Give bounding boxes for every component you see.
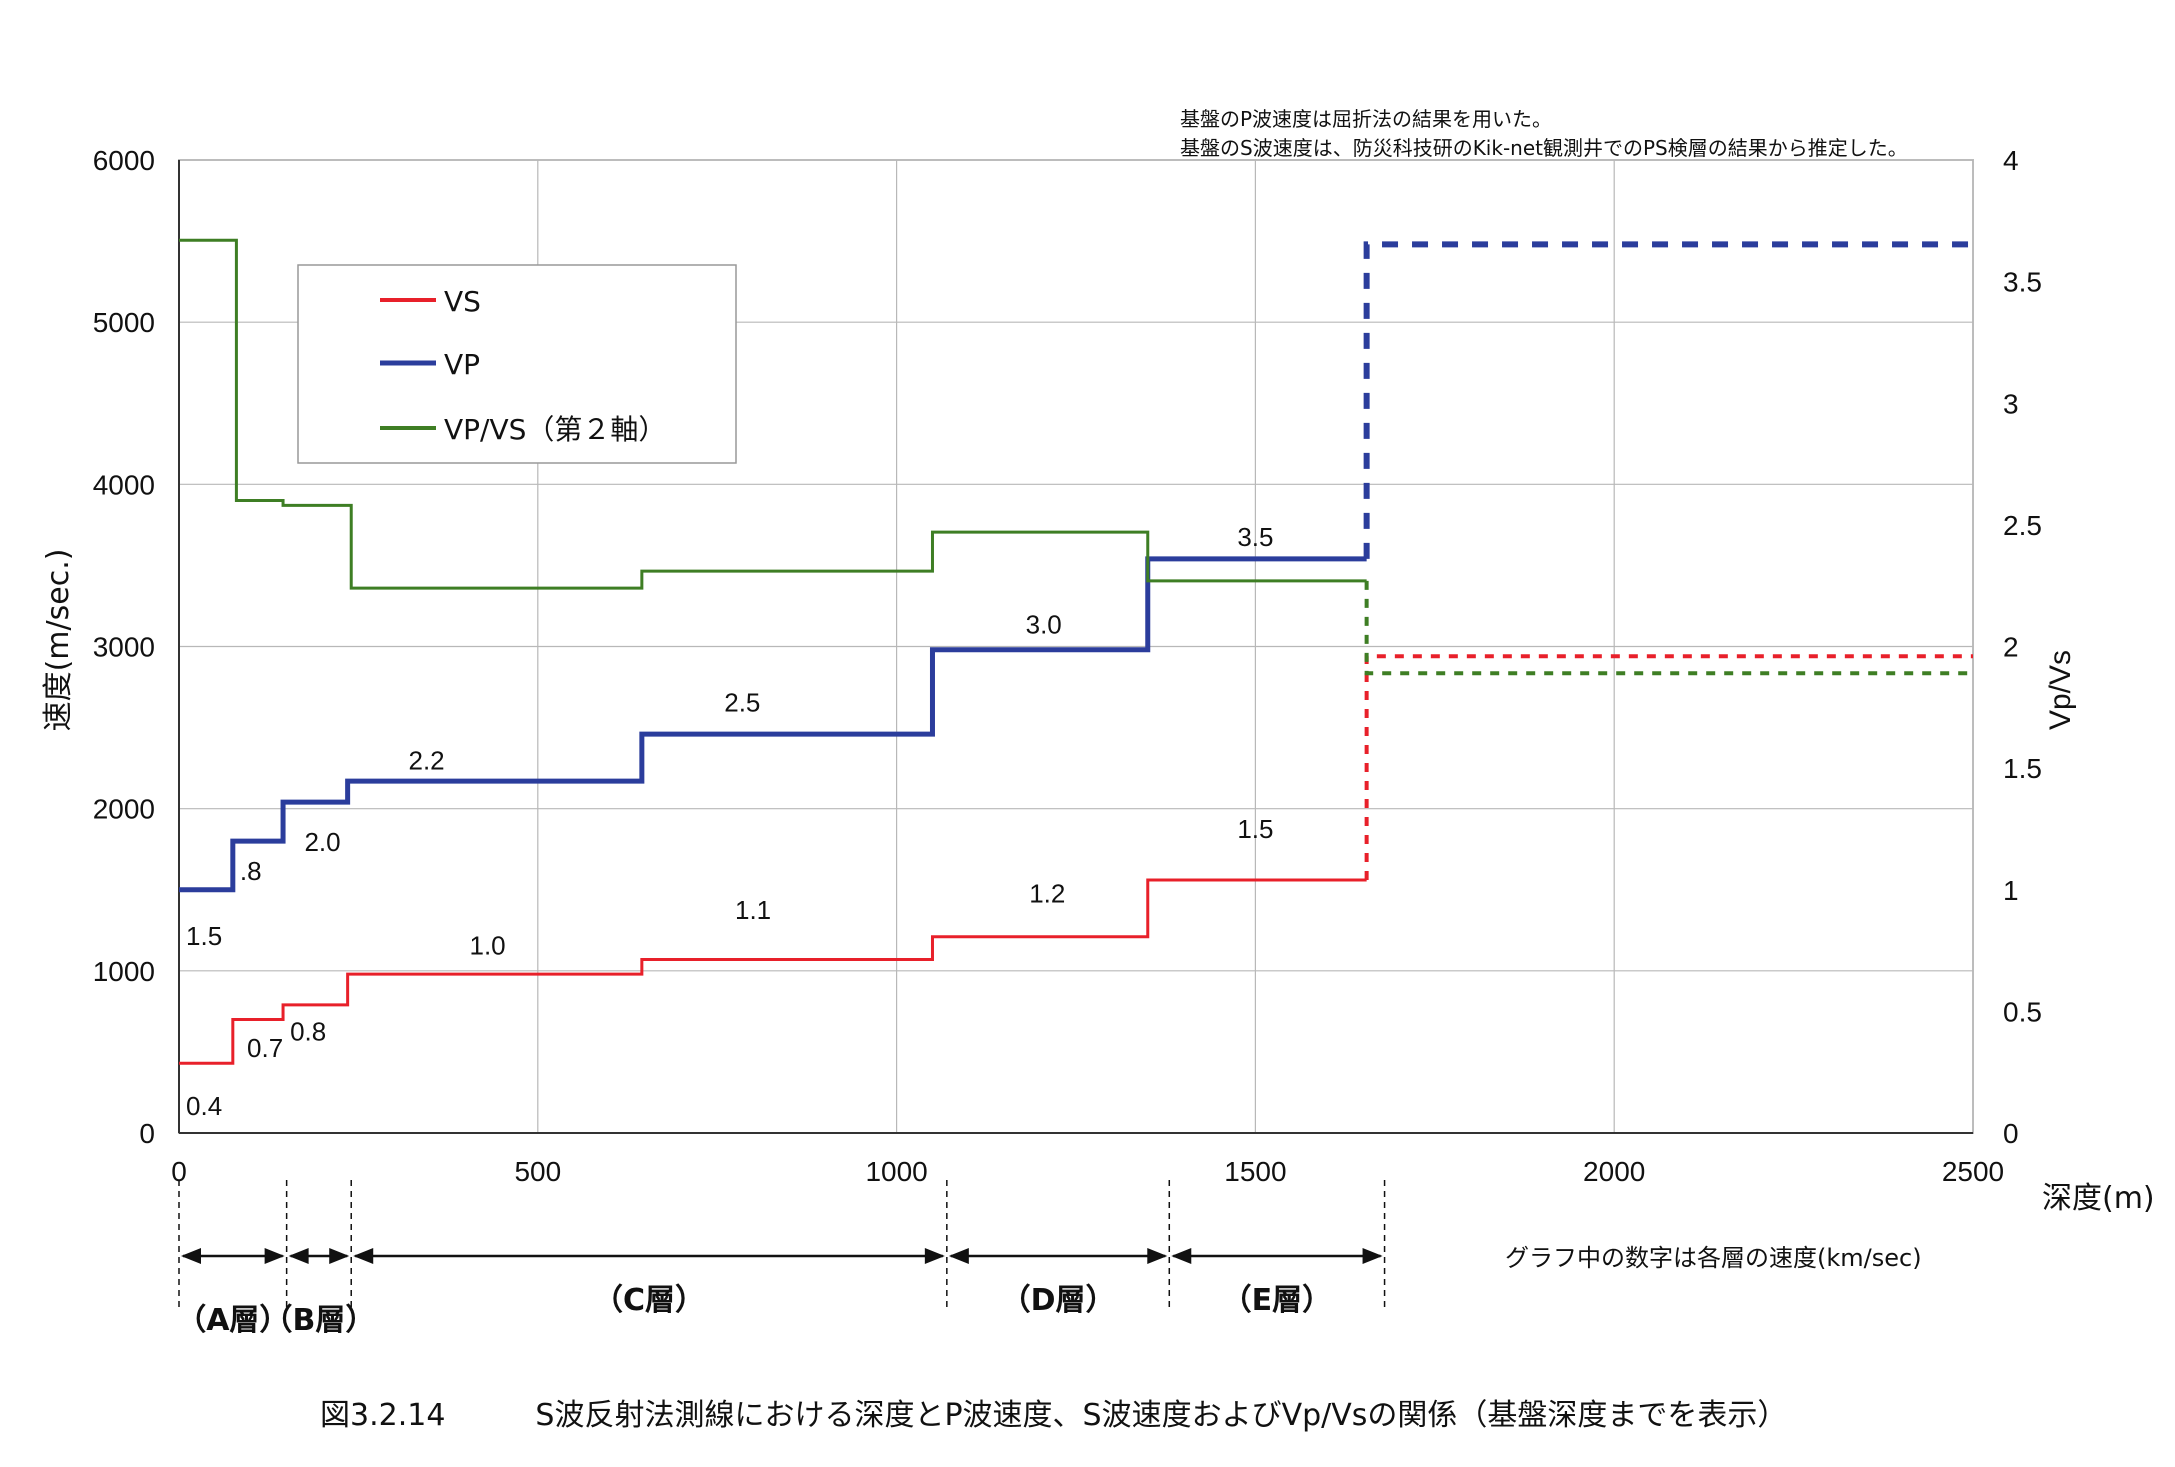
y-tick-label: 6000 <box>93 145 155 176</box>
layer-label: （C層） <box>593 1283 705 1318</box>
data-label-vs: 0.4 <box>186 1091 222 1121</box>
y2-tick-label: 3 <box>2003 388 2019 419</box>
layer-arrowhead-left <box>288 1248 309 1264</box>
legend: VS VP VP/VS（第２軸） <box>297 264 737 464</box>
x-tick-label: 1500 <box>1224 1156 1286 1187</box>
data-label-vs: 0.8 <box>290 1017 326 1047</box>
layer-label: （B層） <box>262 1303 375 1338</box>
y2-tick-label: 1.5 <box>2003 753 2042 784</box>
scale-note: グラフ中の数字は各層の速度(km/sec) <box>1505 1244 1922 1272</box>
layer-arrowhead-left <box>1171 1248 1192 1264</box>
basement-note-line2: 基盤のS波速度は、防災科技研のKik-net観測井でのPS検層の結果から推定した… <box>1180 136 1908 160</box>
layer-arrowhead-left <box>948 1248 969 1264</box>
axis-ticks: 0 500 1000 1500 2000 2500 0 1000 2000 3000 4000 500… <box>93 145 2042 1187</box>
data-label-vp: 2.2 <box>408 746 444 776</box>
layer-arrowhead-right <box>1147 1248 1168 1264</box>
x-tick-label: 2000 <box>1583 1156 1645 1187</box>
x-tick-label: 2500 <box>1942 1156 2004 1187</box>
layer-annotations: （A層）（B層） （C層） （D層） （E層） <box>176 1180 1386 1338</box>
series-line-vs <box>179 878 1367 1065</box>
series-dashed-ratio <box>1364 580 1973 676</box>
series-dashed-vs <box>1364 654 1973 881</box>
y2-axis-label: Vp/Vs <box>2044 650 2077 730</box>
series-line-vp <box>179 556 1367 893</box>
layer-label: （A層） <box>176 1303 289 1338</box>
data-label-vp: 1.5 <box>186 921 222 951</box>
y-tick-label: 5000 <box>93 307 155 338</box>
series-dashed-vp <box>1363 241 1973 559</box>
y2-tick-label: 0 <box>2003 1118 2019 1149</box>
value-labels: 0.4 0.70.8 1.0 1.1 1.2 1.5 1.5 .8 2.0 2.2 2.5 3.0 3.… <box>186 522 1273 1121</box>
layer-arrowhead-right <box>264 1248 285 1264</box>
legend-label-vp: VP <box>444 348 480 381</box>
y-tick-label: 3000 <box>93 632 155 663</box>
layer-arrowhead-right <box>329 1248 350 1264</box>
data-label-vp: .8 <box>240 856 262 886</box>
data-label-vp: 2.0 <box>304 827 340 857</box>
y-axis-label: 速度(m/sec.) <box>41 549 76 732</box>
data-label-vp: 3.5 <box>1237 522 1273 552</box>
data-label-vp: 3.0 <box>1026 610 1062 640</box>
legend-box <box>297 264 737 464</box>
y2-tick-label: 0.5 <box>2003 996 2042 1027</box>
y-tick-label: 1000 <box>93 956 155 987</box>
data-label-vs: 1.0 <box>469 931 505 961</box>
data-label-vs: 1.2 <box>1029 879 1065 909</box>
layer-label: （D層） <box>1001 1283 1116 1318</box>
basement-note-line1: 基盤のP波速度は屈折法の結果を用いた。 <box>1180 107 1552 131</box>
data-label-vs: 0.7 <box>247 1033 283 1063</box>
y2-tick-label: 2 <box>2003 632 2019 663</box>
y2-tick-label: 3.5 <box>2003 267 2042 298</box>
data-label-vp: 2.5 <box>724 687 760 717</box>
data-label-vs: 1.5 <box>1237 814 1273 844</box>
y-tick-label: 2000 <box>93 794 155 825</box>
x-tick-label: 1000 <box>865 1156 927 1187</box>
y2-tick-label: 4 <box>2003 145 2019 176</box>
layer-arrowhead-right <box>1362 1248 1383 1264</box>
layer-arrowhead-left <box>353 1248 374 1264</box>
y2-tick-label: 2.5 <box>2003 510 2042 541</box>
y-tick-label: 4000 <box>93 469 155 500</box>
x-tick-label: 0 <box>171 1156 187 1187</box>
data-label-vs: 1.1 <box>735 895 771 925</box>
series-line-ratio <box>179 238 1367 590</box>
legend-label-ratio: VP/VS（第２軸） <box>444 413 666 446</box>
figure-caption: 図3.2.14 S波反射法測線における深度とP波速度、S波速度およびVp/Vsの… <box>320 1398 1788 1433</box>
x-tick-label: 500 <box>514 1156 561 1187</box>
layer-arrowhead-right <box>924 1248 945 1264</box>
layer-label: （E層） <box>1222 1283 1333 1318</box>
y-tick-label: 0 <box>139 1118 155 1149</box>
layer-arrowhead-left <box>181 1248 201 1264</box>
legend-label-vs: VS <box>444 285 481 318</box>
y2-tick-label: 1 <box>2003 875 2019 906</box>
series-layer <box>179 238 1973 1065</box>
x-axis-label: 深度(m) <box>2042 1181 2155 1216</box>
